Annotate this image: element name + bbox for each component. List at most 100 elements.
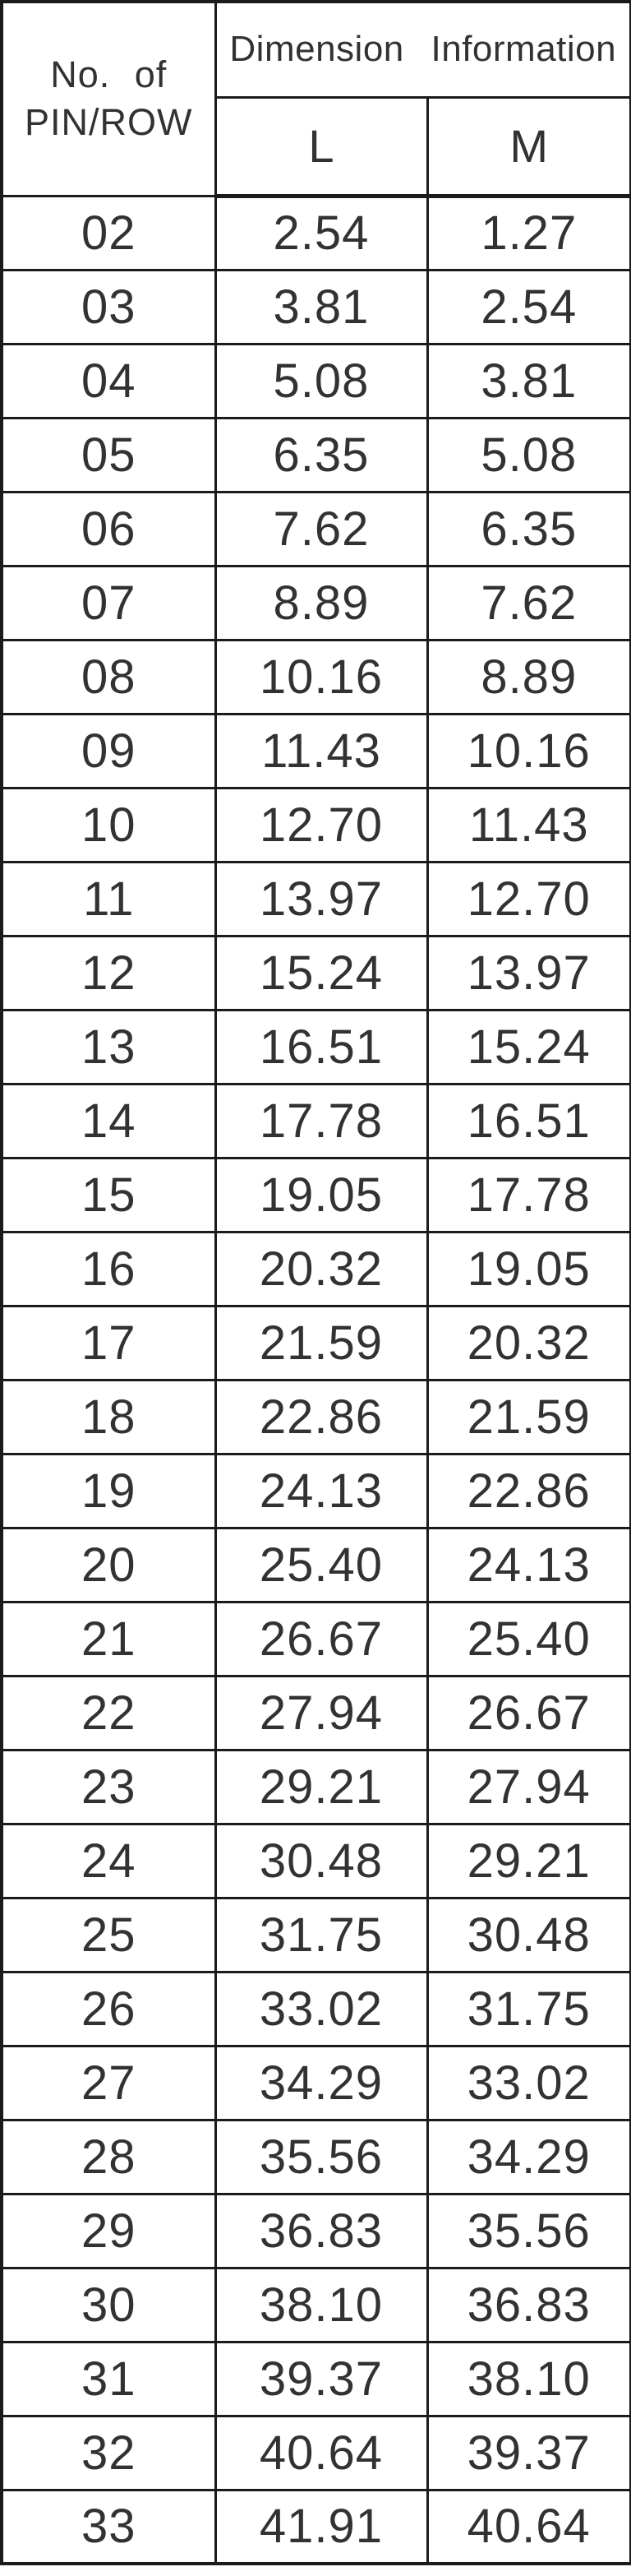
table-row: 31 39.37 38.10: [0, 2340, 631, 2417]
pin-count-cell: 04: [0, 342, 217, 419]
dimension-l-cell: 30.48: [214, 1822, 429, 1899]
dimension-l-cell: 33.02: [214, 1970, 429, 2047]
dimension-l-cell: 17.78: [214, 1082, 429, 1159]
table-row: 33 41.91 40.64: [0, 2488, 631, 2565]
table-row: 24 30.48 29.21: [0, 1822, 631, 1899]
table-row: 07 8.89 7.62: [0, 564, 631, 641]
dimension-m-cell: 25.40: [426, 1600, 631, 1677]
dimension-l-cell: 20.32: [214, 1230, 429, 1307]
dimension-m-cell: 33.02: [426, 2044, 631, 2121]
dimension-m-cell: 15.24: [426, 1008, 631, 1085]
dimension-l-cell: 24.13: [214, 1452, 429, 1529]
table-row: 15 19.05 17.78: [0, 1156, 631, 1233]
pin-count-cell: 07: [0, 564, 217, 641]
pin-count-cell: 08: [0, 638, 217, 715]
pin-row-header-cell: No. of PIN/ROW: [0, 0, 217, 197]
dimension-m-cell: 22.86: [426, 1452, 631, 1529]
pin-count-cell: 11: [0, 860, 217, 937]
pin-count-cell: 02: [0, 194, 217, 271]
dimension-m-cell: 16.51: [426, 1082, 631, 1159]
dimension-l-cell: 39.37: [214, 2340, 429, 2417]
table-row: 22 27.94 26.67: [0, 1674, 631, 1751]
table-row: 17 21.59 20.32: [0, 1304, 631, 1381]
dimension-m-cell: 2.54: [426, 268, 631, 345]
pin-count-cell: 31: [0, 2340, 217, 2417]
table-row: 08 10.16 8.89: [0, 638, 631, 715]
dimension-l-cell: 22.86: [214, 1378, 429, 1455]
table-row: 03 3.81 2.54: [0, 268, 631, 345]
pin-count-cell: 15: [0, 1156, 217, 1233]
pin-count-cell: 27: [0, 2044, 217, 2121]
dimension-m-cell: 13.97: [426, 934, 631, 1011]
pin-count-cell: 19: [0, 1452, 217, 1529]
table-body: 02 2.54 1.27 03 3.81 2.54 04 5.08 3.81 05 6.35 5.08…: [0, 194, 631, 2565]
table-row: 13 16.51 15.24: [0, 1008, 631, 1085]
pin-count-cell: 26: [0, 1970, 217, 2047]
dimension-l-cell: 5.08: [214, 342, 429, 419]
dimension-l-cell: 8.89: [214, 564, 429, 641]
dimension-l-cell: 36.83: [214, 2192, 429, 2269]
table-row: 27 34.29 33.02: [0, 2044, 631, 2121]
dimension-l-cell: 41.91: [214, 2488, 429, 2565]
pin-count-cell: 17: [0, 1304, 217, 1381]
dimension-m-cell: 19.05: [426, 1230, 631, 1307]
pin-count-cell: 06: [0, 490, 217, 567]
dimension-m-cell: 8.89: [426, 638, 631, 715]
pin-count-cell: 28: [0, 2118, 217, 2195]
pin-count-cell: 13: [0, 1008, 217, 1085]
table-row: 09 11.43 10.16: [0, 712, 631, 789]
table-row: 04 5.08 3.81: [0, 342, 631, 419]
dimension-m-cell: 30.48: [426, 1896, 631, 1973]
pin-count-cell: 20: [0, 1526, 217, 1603]
dimension-l-cell: 19.05: [214, 1156, 429, 1233]
dimension-m-cell: 24.13: [426, 1526, 631, 1603]
dimension-l-cell: 12.70: [214, 786, 429, 863]
pin-count-cell: 05: [0, 416, 217, 493]
dimension-m-cell: 17.78: [426, 1156, 631, 1233]
dimension-m-cell: 36.83: [426, 2266, 631, 2343]
pin-count-cell: 24: [0, 1822, 217, 1899]
dimension-m-cell: 1.27: [426, 194, 631, 271]
dimension-m-cell: 7.62: [426, 564, 631, 641]
header-row-sub: L M: [2, 95, 631, 198]
dimension-m-cell: 35.56: [426, 2192, 631, 2269]
pin-count-cell: 18: [0, 1378, 217, 1455]
dimension-l-cell: 31.75: [214, 1896, 429, 1973]
column-header-m: M: [426, 95, 631, 198]
dimension-l-cell: 27.94: [214, 1674, 429, 1751]
pin-count-cell: 32: [0, 2414, 217, 2491]
dimension-m-cell: 11.43: [426, 786, 631, 863]
table-row: 21 26.67 25.40: [0, 1600, 631, 1677]
dimension-m-cell: 5.08: [426, 416, 631, 493]
table-row: 23 29.21 27.94: [0, 1748, 631, 1825]
dimension-l-cell: 16.51: [214, 1008, 429, 1085]
pin-count-cell: 14: [0, 1082, 217, 1159]
dimension-m-cell: 6.35: [426, 490, 631, 567]
pin-count-cell: 12: [0, 934, 217, 1011]
dimension-l-cell: 7.62: [214, 490, 429, 567]
dimension-l-cell: 11.43: [214, 712, 429, 789]
pin-header-line1: No. of: [50, 53, 168, 95]
dimension-m-cell: 38.10: [426, 2340, 631, 2417]
dimension-m-cell: 12.70: [426, 860, 631, 937]
dimension-l-cell: 15.24: [214, 934, 429, 1011]
dimension-m-cell: 31.75: [426, 1970, 631, 2047]
dimension-l-cell: 40.64: [214, 2414, 429, 2491]
dimension-l-cell: 34.29: [214, 2044, 429, 2121]
dimension-l-cell: 35.56: [214, 2118, 429, 2195]
table-row: 26 33.02 31.75: [0, 1970, 631, 2047]
dimension-m-cell: 10.16: [426, 712, 631, 789]
pin-count-cell: 33: [0, 2488, 217, 2565]
pin-count-cell: 29: [0, 2192, 217, 2269]
dimension-l-cell: 6.35: [214, 416, 429, 493]
dimension-m-cell: 34.29: [426, 2118, 631, 2195]
pin-count-cell: 21: [0, 1600, 217, 1677]
pin-count-cell: 03: [0, 268, 217, 345]
dimension-l-cell: 10.16: [214, 638, 429, 715]
dimension-l-cell: 26.67: [214, 1600, 429, 1677]
dimension-l-cell: 38.10: [214, 2266, 429, 2343]
table-row: 05 6.35 5.08: [0, 416, 631, 493]
column-header-l: L: [214, 95, 429, 198]
table-row: 06 7.62 6.35: [0, 490, 631, 567]
